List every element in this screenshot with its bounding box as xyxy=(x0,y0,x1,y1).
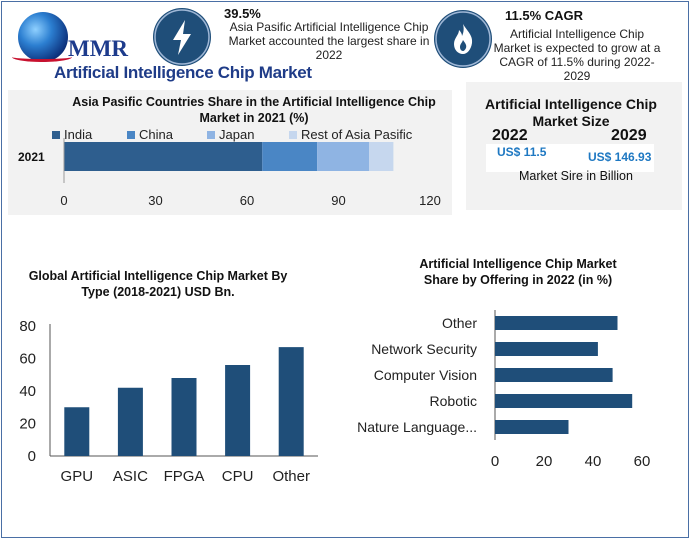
stat2-text: Artificial Intelligence Chip Market is e… xyxy=(493,27,661,83)
chart1-bar-india xyxy=(64,142,263,171)
chart2-bar-other xyxy=(278,347,304,456)
chart2-xtick: CPU xyxy=(222,468,254,485)
year-start: 2022 xyxy=(492,127,528,144)
chart2-xtick: FPGA xyxy=(164,468,205,485)
chart1-bar-china xyxy=(262,142,318,171)
lightning-icon xyxy=(153,8,211,66)
chart1-xtick: 60 xyxy=(240,193,254,208)
chart2-bar-asic xyxy=(117,387,143,456)
stat1-value: 39.5% xyxy=(224,6,261,21)
chart1-xtick: 90 xyxy=(331,193,345,208)
chart2-xtick: Other xyxy=(272,468,310,485)
chart1-xtick: 0 xyxy=(60,193,67,208)
chart2-bar-cpu xyxy=(225,365,251,456)
chart2-bar-gpu xyxy=(64,407,90,456)
stat1-text: Asia Pasific Artificial Intelligence Chi… xyxy=(228,20,430,62)
chart3-svg: Other Network Security Computer Vision Robo… xyxy=(357,310,651,470)
legend-swatch-japan xyxy=(207,130,215,139)
chart1-xtick: 120 xyxy=(419,193,441,208)
chart3-bar-other xyxy=(495,316,618,330)
legend-rest-of-asia: Rest of Asia Pasific xyxy=(289,127,412,142)
chart2-svg: 0 20 40 60 80 GPU ASIC FPGA CPU Other xyxy=(19,318,318,485)
chart3-category-label: Other xyxy=(442,315,477,331)
flame-icon xyxy=(434,10,492,68)
chart2-xtick: GPU xyxy=(61,468,94,485)
chart3-category-label: Nature Language... xyxy=(357,419,477,435)
legend-swatch-rest xyxy=(289,130,297,139)
chart3-title: Artificial Intelligence Chip Market Shar… xyxy=(419,257,617,287)
legend-india: India xyxy=(52,127,92,142)
legend-label-india: India xyxy=(64,127,93,142)
chart2-ytick: 60 xyxy=(19,351,36,368)
stat2-value: 11.5% CAGR xyxy=(505,8,584,23)
legend-label-china: China xyxy=(139,127,173,142)
page-title: Artificial Intelligence Chip Market xyxy=(54,63,312,82)
legend-label-rest: Rest of Asia Pasific xyxy=(301,127,413,142)
chart3-category-label: Robotic xyxy=(430,393,477,409)
chart1-title: Asia Pasific Countries Share in the Arti… xyxy=(72,95,436,125)
legend-swatch-india xyxy=(52,130,60,139)
chart1-bar-rest-of-asia-pasific xyxy=(369,142,394,171)
chart1-svg: 2021 0 30 60 90 120 xyxy=(18,138,441,208)
chart2-ytick: 20 xyxy=(19,416,36,433)
chart2-ytick: 40 xyxy=(19,383,36,400)
chart1-category-label: 2021 xyxy=(18,150,45,164)
market-size-title: Artificial Intelligence Chip Market Size xyxy=(485,96,657,129)
chart3-bar-nature-language- xyxy=(495,420,569,434)
chart2-xtick: ASIC xyxy=(113,468,148,485)
chart3-bar-robotic xyxy=(495,394,633,408)
legend-japan: Japan xyxy=(207,127,254,142)
chart2-ytick: 0 xyxy=(28,448,36,465)
legend-china: China xyxy=(127,127,173,142)
value-end: US$ 146.93 xyxy=(588,150,652,164)
value-start: US$ 11.5 xyxy=(497,145,547,159)
market-size-values-box xyxy=(486,144,654,172)
year-end: 2029 xyxy=(611,127,647,144)
chart3-xtick: 20 xyxy=(536,453,553,470)
chart3-bar-computer-vision xyxy=(495,368,613,382)
chart3-category-label: Computer Vision xyxy=(374,367,477,383)
chart2-bar-fpga xyxy=(171,378,197,456)
chart1-xtick: 30 xyxy=(148,193,162,208)
chart3-category-label: Network Security xyxy=(371,341,477,357)
chart3-xtick: 0 xyxy=(491,453,499,470)
logo-text: MMR xyxy=(68,36,129,61)
chart2-ytick: 80 xyxy=(19,318,36,335)
chart3-xtick: 40 xyxy=(585,453,602,470)
logo-swoosh xyxy=(12,52,72,62)
chart2-title: Global Artificial Intelligence Chip Mark… xyxy=(28,269,288,299)
chart3-bar-network-security xyxy=(495,342,598,356)
legend-label-japan: Japan xyxy=(219,127,255,142)
legend-swatch-china xyxy=(127,130,135,139)
market-size-footer: Market Sire in Billion xyxy=(519,169,633,183)
chart1-bar-japan xyxy=(317,142,369,171)
chart3-xtick: 60 xyxy=(634,453,651,470)
